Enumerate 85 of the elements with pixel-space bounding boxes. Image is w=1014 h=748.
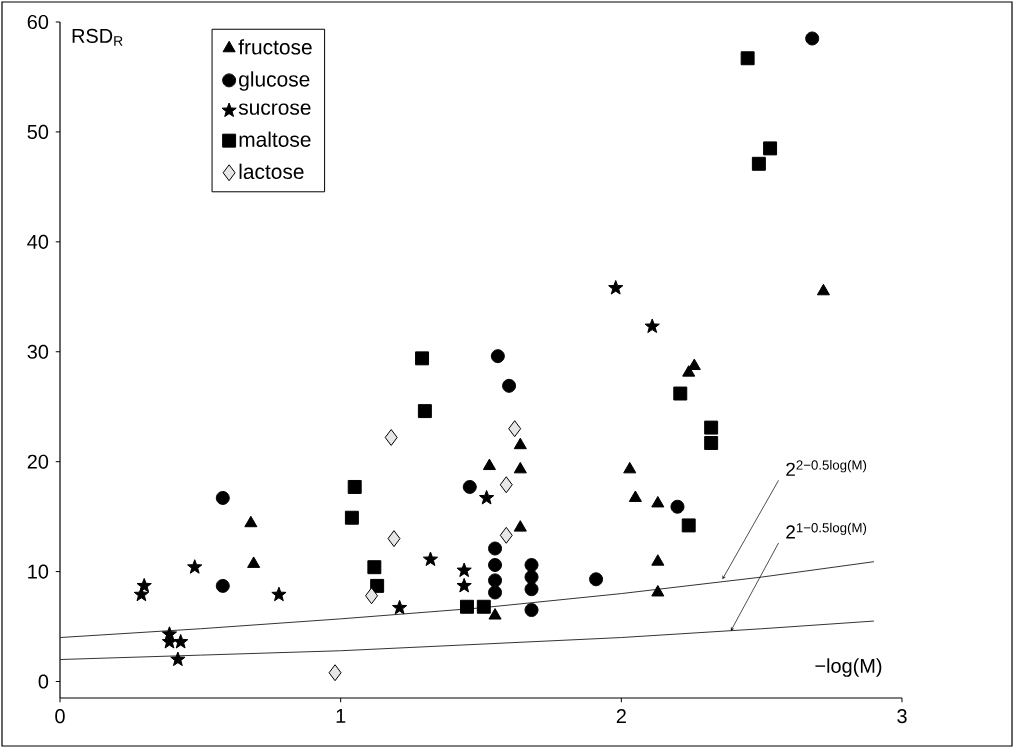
annotation: 2$^{1−0.5log(M)}$ xyxy=(786,522,867,539)
legend-label: maltose xyxy=(239,131,311,147)
y-tick-label: 10 xyxy=(28,564,49,579)
x-tick-label: 1 xyxy=(336,709,346,723)
y-tick-label: 40 xyxy=(27,234,49,249)
point xyxy=(244,515,258,528)
point xyxy=(415,351,430,366)
point xyxy=(524,582,539,597)
point xyxy=(422,551,439,567)
annotation: 2$^{2−0.5log(M)}$ xyxy=(786,460,867,476)
point xyxy=(524,570,539,585)
point xyxy=(488,585,503,600)
point xyxy=(215,490,230,505)
point xyxy=(681,518,696,533)
legend-label: lactose xyxy=(239,163,304,180)
point xyxy=(479,489,495,505)
point xyxy=(482,458,496,471)
point xyxy=(476,599,491,614)
line-series xyxy=(59,561,875,639)
point xyxy=(347,479,362,494)
point xyxy=(328,664,342,682)
y-tick-label: 20 xyxy=(27,454,49,469)
point xyxy=(173,633,189,649)
point xyxy=(682,365,696,377)
point xyxy=(456,577,472,593)
point xyxy=(459,599,474,614)
point xyxy=(751,156,766,171)
x-tick-label: 0 xyxy=(55,709,65,724)
x-tick-label: 2 xyxy=(616,709,626,724)
point xyxy=(488,541,503,556)
point xyxy=(704,420,719,435)
point xyxy=(524,603,539,618)
legend-label: fructose xyxy=(238,39,312,55)
point xyxy=(524,558,539,572)
point xyxy=(187,559,203,574)
y-tick-label: 60 xyxy=(27,14,49,30)
point xyxy=(763,141,778,156)
point xyxy=(816,283,830,296)
point xyxy=(687,358,701,371)
point xyxy=(417,404,432,419)
point xyxy=(513,437,527,450)
point xyxy=(513,520,527,532)
point xyxy=(704,436,719,450)
y-tick-label: 0 xyxy=(38,674,49,689)
point xyxy=(589,572,604,587)
point xyxy=(623,461,637,474)
point xyxy=(499,526,513,544)
legend-label: sucrose xyxy=(238,103,311,115)
point xyxy=(628,490,642,502)
y-tick-label: 30 xyxy=(27,344,49,359)
point xyxy=(367,560,382,575)
point xyxy=(387,530,401,548)
point xyxy=(651,585,665,597)
point xyxy=(488,608,502,620)
point xyxy=(462,479,477,494)
point xyxy=(673,386,688,401)
y-tick-label: 50 xyxy=(27,124,49,139)
point xyxy=(215,578,230,593)
x-axis-title: −log(M) xyxy=(815,658,882,677)
point xyxy=(651,554,665,566)
point xyxy=(170,651,186,667)
y-axis-title: RSD$_{R}$ xyxy=(72,28,123,46)
point xyxy=(608,280,624,295)
point xyxy=(392,599,408,615)
point xyxy=(740,51,755,66)
point xyxy=(651,495,665,508)
point xyxy=(344,510,359,525)
point xyxy=(499,476,513,494)
point xyxy=(805,31,820,46)
point xyxy=(133,586,149,602)
point xyxy=(365,587,379,605)
point xyxy=(384,429,398,446)
point xyxy=(513,461,527,474)
point xyxy=(488,558,503,572)
point xyxy=(490,349,505,364)
point xyxy=(456,562,472,578)
point xyxy=(508,420,522,438)
point xyxy=(247,556,261,568)
x-tick-label: 3 xyxy=(897,709,907,724)
point xyxy=(502,378,517,393)
point xyxy=(670,499,685,514)
point xyxy=(488,573,503,588)
legend-label: glucose xyxy=(239,71,310,91)
point xyxy=(271,586,287,602)
point xyxy=(644,318,660,334)
